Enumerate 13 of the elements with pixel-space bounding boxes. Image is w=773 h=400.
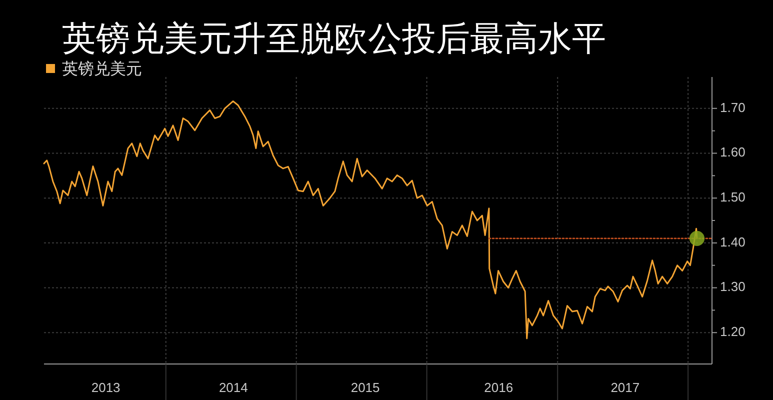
y-tick-label: 1.60 — [720, 144, 746, 160]
x-tick-label: 2016 — [484, 380, 514, 395]
x-tick-label: 2014 — [218, 380, 248, 395]
x-tick-label: 2013 — [91, 380, 120, 395]
legend-label: 英镑兑美元 — [62, 60, 142, 78]
y-tick-label: 1.40 — [720, 234, 746, 250]
x-tick-label: 2017 — [610, 380, 640, 395]
x-tick-label: 2015 — [350, 380, 380, 395]
y-tick-label: 1.30 — [720, 279, 746, 294]
y-tick-label: 1.70 — [720, 100, 746, 115]
chart-title: 英镑兑美元升至脱欧公投后最高水平 — [62, 20, 606, 58]
y-tick-label: 1.20 — [720, 324, 746, 340]
y-tick-label: 1.50 — [720, 190, 746, 205]
